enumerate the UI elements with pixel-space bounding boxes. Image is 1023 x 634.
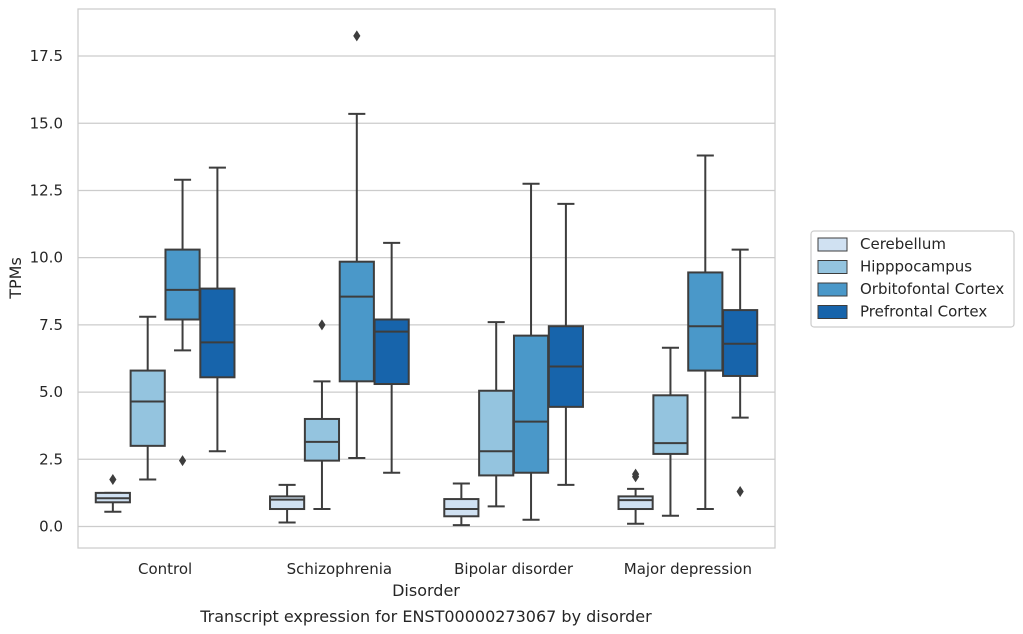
box — [94, 473, 131, 513]
legend-label: Prefrontal Cortex — [860, 303, 987, 321]
iqr-box — [512, 334, 550, 474]
legend-frame — [810, 230, 1015, 328]
outlier-point — [353, 30, 361, 42]
x-axis-ticks: Control Schizophrenia Bipolar disorder Majo… — [138, 560, 752, 578]
box — [129, 315, 166, 481]
y-tick-label: 12.5 — [30, 181, 63, 199]
iqr-box — [303, 417, 341, 462]
series-cerebellum — [94, 468, 654, 527]
box — [164, 178, 201, 467]
legend-label: Hipppocampus — [860, 258, 972, 276]
y-tick-label: 5.0 — [39, 383, 63, 401]
y-tick-label: 10.0 — [30, 249, 63, 267]
y-tick-label: 2.5 — [39, 450, 63, 468]
plot-area-frame — [77, 8, 776, 549]
outlier-point — [736, 486, 744, 498]
box — [687, 154, 724, 511]
legend-swatch — [817, 282, 848, 297]
box — [617, 468, 654, 525]
box — [443, 482, 480, 527]
box — [652, 346, 689, 517]
y-tick-label: 15.0 — [30, 114, 63, 132]
iqr-box — [338, 260, 375, 383]
box — [338, 30, 375, 459]
y-axis-label: TPMs — [6, 257, 25, 300]
y-tick-label: 7.5 — [39, 316, 63, 334]
box — [199, 166, 236, 453]
box — [269, 483, 306, 524]
legend-swatch — [817, 237, 848, 252]
box — [512, 182, 550, 521]
box — [478, 321, 515, 508]
chart-title: Transcript expression for ENST0000027306… — [199, 607, 652, 626]
iqr-box — [373, 318, 410, 386]
y-tick-label: 0.0 — [39, 517, 63, 535]
series-hipppocampus — [129, 315, 689, 517]
legend-swatch — [817, 260, 848, 274]
box — [722, 248, 759, 498]
series-prefrontal-cortex — [199, 166, 759, 498]
x-tick-label: Schizophrenia — [287, 560, 392, 578]
legend: Cerebellum Hipppocampus Orbitofontal Corte… — [810, 230, 1015, 328]
iqr-box — [199, 287, 236, 379]
iqr-box — [443, 498, 480, 518]
legend-label: Orbitofontal Cortex — [860, 280, 1004, 298]
box — [373, 241, 410, 474]
box-groups — [94, 30, 759, 527]
x-tick-label: Bipolar disorder — [454, 560, 574, 578]
outlier-point — [109, 473, 117, 485]
iqr-box — [617, 495, 654, 511]
legend-swatch — [817, 305, 848, 319]
box — [547, 202, 584, 486]
y-tick-label: 17.5 — [30, 47, 63, 65]
legend-label: Cerebellum — [860, 235, 946, 253]
x-axis-label: Disorder — [392, 581, 460, 600]
series-orbitofontal-cortex — [164, 30, 724, 521]
outlier-point — [632, 468, 640, 480]
x-tick-label: Control — [138, 560, 192, 578]
iqr-box — [687, 271, 724, 372]
x-tick-label: Major depression — [624, 560, 752, 578]
iqr-box — [652, 394, 689, 455]
iqr-box — [478, 389, 515, 477]
y-axis-ticks: 0.0 2.5 5.0 7.5 10.0 12.5 15.0 17.5 — [30, 47, 63, 535]
box — [303, 319, 341, 511]
iqr-box — [269, 495, 306, 511]
outlier-point — [178, 455, 187, 467]
iqr-box — [164, 248, 201, 321]
outlier-point — [318, 319, 326, 331]
iqr-box — [129, 369, 166, 447]
